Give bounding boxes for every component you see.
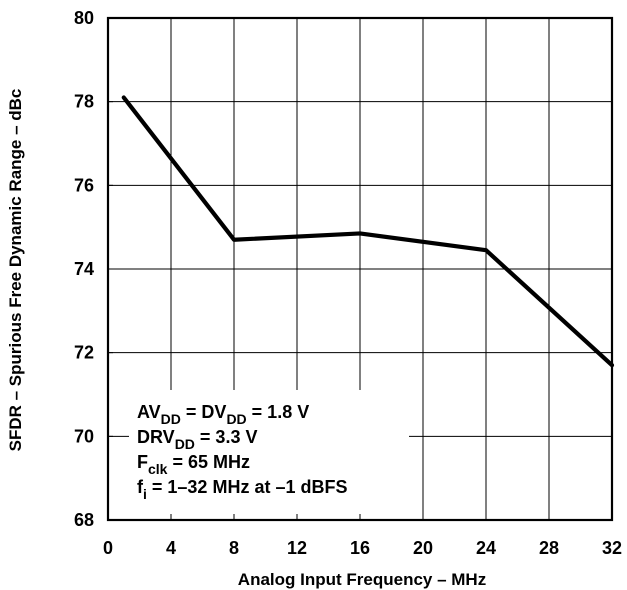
- y-axis-tick-label: 76: [74, 175, 94, 195]
- annotation-line-3: Fclk = 65 MHz: [137, 452, 250, 477]
- annotation-line-2: DRVDD = 3.3 V: [137, 427, 257, 452]
- annotation-line-2-sub: DD: [175, 436, 195, 452]
- annotation-line-3-sub: clk: [148, 461, 168, 477]
- x-axis-tick-label: 24: [476, 538, 496, 558]
- annotation-line-4: fi = 1–32 MHz at –1 dBFS: [137, 477, 347, 502]
- annotation-line-1-sub-2: DD: [226, 411, 246, 427]
- annotation-line-3-prefix: F: [137, 452, 148, 472]
- annotation-line-4-suffix: = 1–32 MHz at –1 dBFS: [147, 477, 348, 497]
- tick-layer: 0 4 8 12 16 20 24 28 32 68 70 72 74 76 78 80: [74, 8, 622, 558]
- annotation-line-1-suffix: = 1.8 V: [247, 402, 310, 422]
- x-axis-tick-label: 28: [539, 538, 559, 558]
- annotation-line-1: AVDD = DVDD = 1.8 V: [137, 402, 309, 427]
- y-axis-tick-label: 78: [74, 92, 94, 112]
- annotation-line-3-suffix: = 65 MHz: [167, 452, 250, 472]
- annotation-block: AVDD = DVDD = 1.8 V DRVDD = 3.3 V Fclk =…: [137, 402, 347, 502]
- x-axis-tick-label: 12: [287, 538, 307, 558]
- x-axis-title: Analog Input Frequency – MHz: [238, 570, 486, 589]
- x-axis-tick-label: 8: [229, 538, 239, 558]
- x-axis-tick-label: 16: [350, 538, 370, 558]
- y-axis-tick-label: 74: [74, 259, 94, 279]
- x-axis-tick-label: 32: [602, 538, 622, 558]
- annotation-line-1-prefix-1: AV: [137, 402, 161, 422]
- y-axis-tick-label: 68: [74, 510, 94, 530]
- annotation-background: [129, 390, 409, 514]
- annotation-line-1-sub-1: DD: [161, 411, 181, 427]
- annotation-line-4-sub: i: [143, 486, 147, 502]
- annotation-line-2-suffix: = 3.3 V: [195, 427, 258, 447]
- annotation-line-4-prefix: f: [137, 477, 144, 497]
- y-axis-tick-label: 80: [74, 8, 94, 28]
- annotation-line-2-prefix: DRV: [137, 427, 175, 447]
- series-line: [121, 95, 615, 368]
- x-axis-tick-label: 4: [166, 538, 176, 558]
- y-axis-tick-label: 72: [74, 343, 94, 363]
- y-axis-tick-label: 70: [74, 426, 94, 446]
- x-axis-tick-label: 20: [413, 538, 433, 558]
- x-axis-tick-label: 0: [103, 538, 113, 558]
- y-axis-title: SFDR – Spurious Free Dynamic Range – dBc: [6, 89, 25, 452]
- annotation-line-1-middle: = DV: [181, 402, 227, 422]
